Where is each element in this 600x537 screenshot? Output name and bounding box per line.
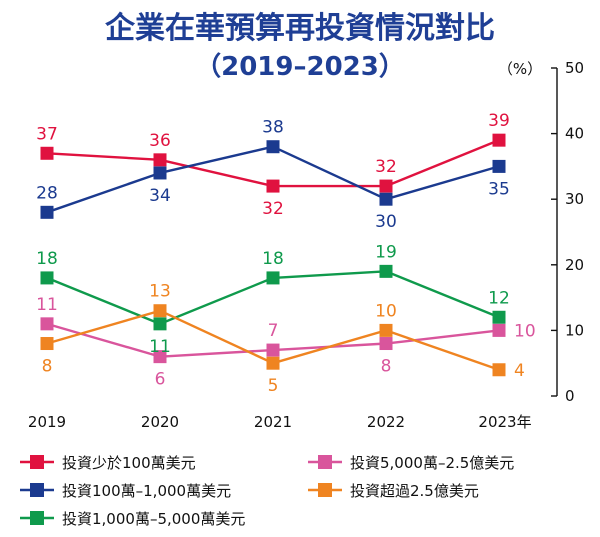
data-point: [266, 356, 280, 370]
data-point: [153, 350, 167, 364]
data-label: 4: [514, 361, 525, 381]
data-point: [492, 159, 506, 173]
chart-title: 企業在華預算再投資情況對比: [105, 11, 495, 46]
legend-item: 投資超過2.5億美元: [350, 482, 479, 500]
y-tick-label: 30: [565, 190, 584, 208]
data-label: 12: [488, 288, 510, 308]
data-point: [492, 310, 506, 324]
data-point: [492, 133, 506, 147]
data-label: 18: [36, 249, 58, 269]
legend-item: 投資100萬–1,000萬美元: [62, 482, 231, 500]
data-point: [153, 304, 167, 318]
y-tick-label: 0: [565, 387, 575, 405]
legend-swatch-marker: [318, 483, 332, 497]
data-label: 37: [36, 124, 58, 144]
data-label: 10: [375, 301, 397, 321]
data-label: 7: [268, 321, 279, 341]
data-label: 32: [375, 157, 397, 177]
y-axis-ticks: 0 10 20 30 40 50: [551, 59, 584, 405]
data-point: [40, 205, 54, 219]
x-tick-label: 2022: [367, 413, 405, 431]
x-tick-label: 2021: [254, 413, 292, 431]
y-axis-unit: （%）: [498, 60, 542, 78]
data-point: [40, 146, 54, 160]
y-tick-label: 50: [565, 59, 584, 77]
data-label: 13: [149, 282, 171, 302]
legend-swatch-marker: [30, 483, 44, 497]
chart-subtitle: （2019–2023）: [195, 52, 405, 82]
data-point: [40, 337, 54, 351]
legend-item: 投資5,000萬–2.5億美元: [350, 454, 514, 472]
data-labels: 37 36 32 32 39 28 34 38 30 35 18 11 18 19 12 11 6 7 8 10 8 13…: [36, 111, 535, 396]
data-point: [379, 337, 393, 351]
y-tick-label: 10: [565, 321, 584, 339]
data-label: 8: [42, 357, 53, 377]
legend-swatch-marker: [30, 455, 44, 469]
data-label: 18: [262, 249, 284, 269]
data-label: 19: [375, 242, 397, 262]
data-point: [492, 363, 506, 377]
x-tick-label: 2023年: [478, 413, 531, 431]
data-point: [153, 153, 167, 167]
data-point: [379, 179, 393, 193]
data-label: 35: [488, 179, 510, 199]
y-tick-label: 40: [565, 125, 584, 143]
data-point: [266, 179, 280, 193]
data-label: 36: [149, 131, 171, 151]
data-point: [266, 271, 280, 285]
data-label: 38: [262, 118, 284, 138]
y-tick-label: 20: [565, 256, 584, 274]
data-label: 30: [375, 212, 397, 232]
data-point: [379, 192, 393, 206]
data-label: 39: [488, 111, 510, 131]
data-label: 8: [381, 357, 392, 377]
data-label: 34: [149, 186, 171, 206]
data-point: [379, 323, 393, 337]
data-point: [379, 264, 393, 278]
data-label: 6: [155, 370, 166, 390]
data-point: [266, 140, 280, 154]
data-point: [40, 271, 54, 285]
data-point: [40, 317, 54, 331]
data-label: 10: [514, 321, 536, 341]
data-label: 32: [262, 199, 284, 219]
legend: 投資少於100萬美元投資100萬–1,000萬美元投資1,000萬–5,000萬…: [20, 454, 514, 528]
data-label: 5: [268, 376, 279, 396]
legend-item: 投資1,000萬–5,000萬美元: [62, 510, 245, 528]
data-point: [153, 166, 167, 180]
data-label: 11: [149, 337, 171, 357]
data-label: 28: [36, 183, 58, 203]
x-tick-label: 2020: [141, 413, 179, 431]
x-tick-label: 2019: [28, 413, 66, 431]
data-label: 11: [36, 295, 58, 315]
data-point: [266, 343, 280, 357]
legend-swatch-marker: [30, 511, 44, 525]
legend-item: 投資少於100萬美元: [62, 454, 196, 472]
legend-swatch-marker: [318, 455, 332, 469]
x-axis-ticks: 2019 2020 2021 2022 2023年: [28, 413, 532, 431]
data-point: [492, 323, 506, 337]
data-point: [153, 317, 167, 331]
series-layer: [40, 133, 506, 377]
